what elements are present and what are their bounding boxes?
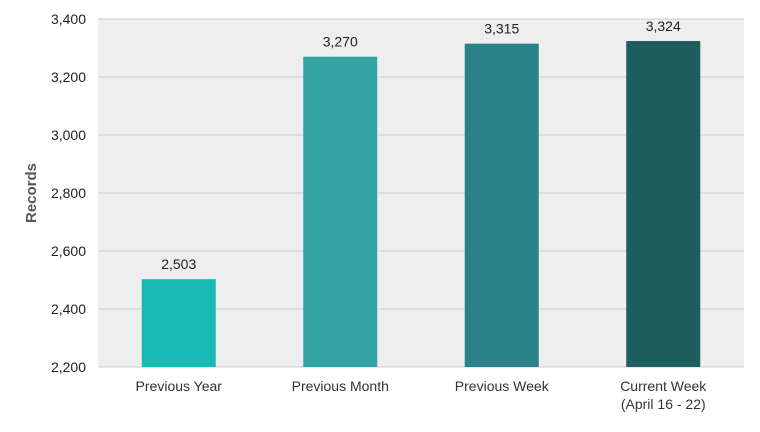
x-tick-label: Previous Week: [455, 378, 550, 394]
bar: [464, 43, 539, 368]
value-label: 3,270: [323, 34, 358, 50]
value-labels: 2,503 3,270 3,315 3,324: [161, 18, 681, 272]
x-tick-label: Current Week: [620, 378, 707, 394]
value-label: 3,315: [484, 21, 519, 37]
x-tick-label: (April 16 - 22): [621, 396, 706, 412]
y-tick-label: 2,600: [51, 243, 86, 259]
x-tick-label: Previous Month: [292, 378, 389, 394]
bar: [303, 56, 378, 367]
value-label: 3,324: [646, 18, 681, 34]
bars: [141, 41, 701, 368]
y-tick-label: 2,400: [51, 301, 86, 317]
y-tick-label: 3,200: [51, 69, 86, 85]
y-axis-title: Records: [23, 163, 40, 223]
value-label: 2,503: [161, 256, 196, 272]
y-axis-ticks: 2,200 2,400 2,600 2,800 3,000 3,200 3,400: [51, 11, 86, 375]
bar: [141, 279, 216, 367]
x-axis-ticks: Previous Year Previous Month Previous Week…: [136, 378, 708, 412]
bar: [626, 41, 701, 367]
y-tick-label: 3,400: [51, 11, 86, 27]
y-tick-label: 3,000: [51, 127, 86, 143]
y-tick-label: 2,800: [51, 185, 86, 201]
x-tick-label: Previous Year: [136, 378, 223, 394]
y-tick-label: 2,200: [51, 359, 86, 375]
